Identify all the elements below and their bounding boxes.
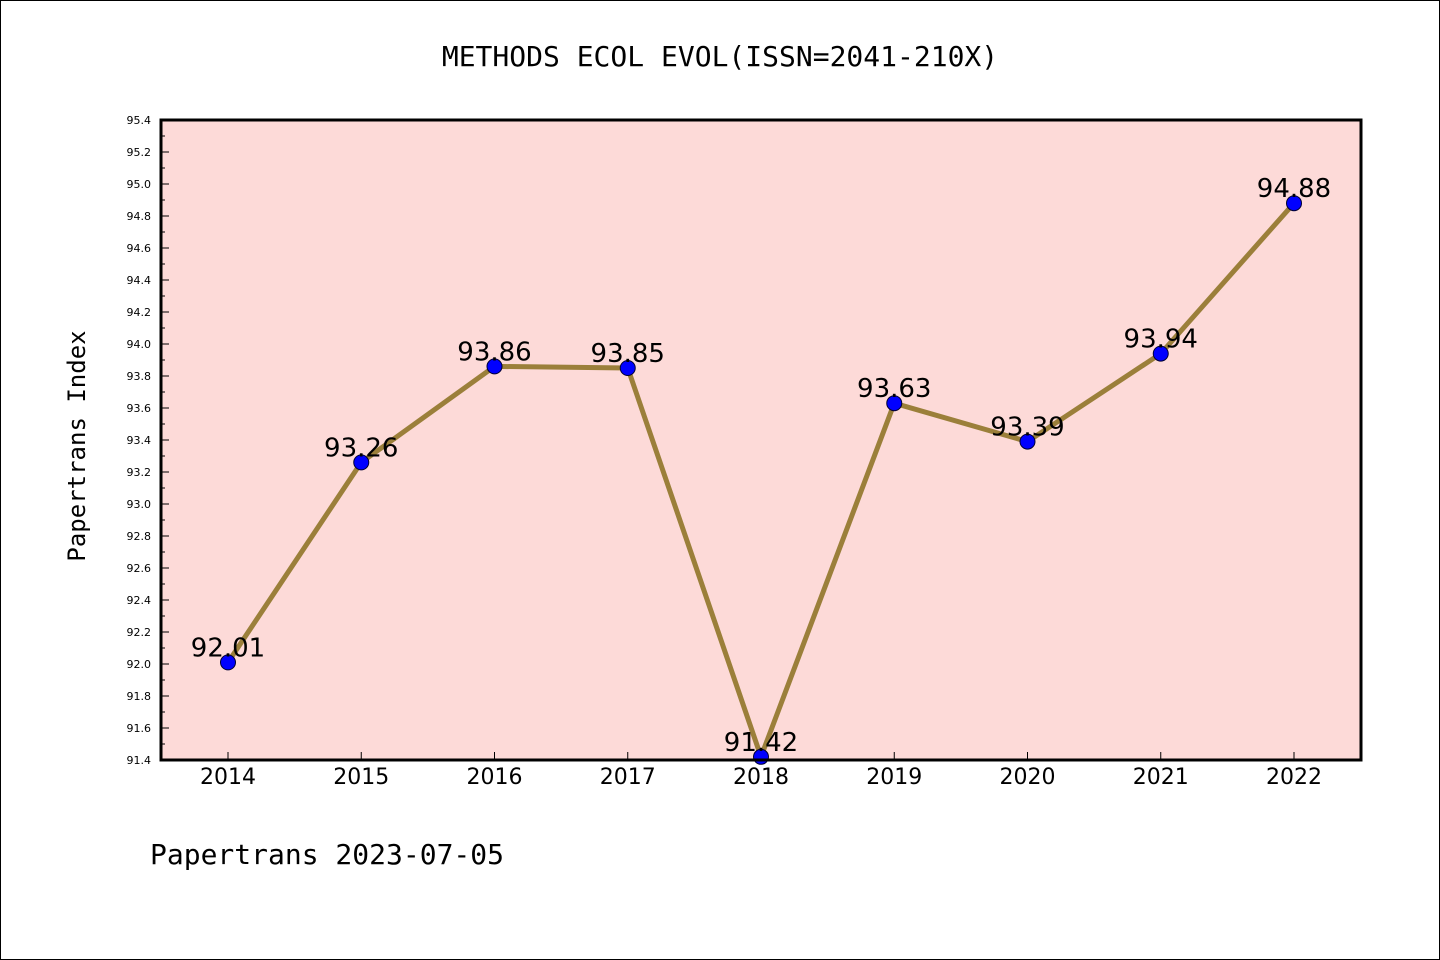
y-tick-label: 95.2 bbox=[127, 146, 152, 159]
data-label: 93.26 bbox=[324, 433, 398, 463]
y-tick-label: 93.0 bbox=[127, 498, 152, 511]
data-point bbox=[1019, 433, 1036, 450]
y-tick-label: 92.2 bbox=[127, 626, 152, 639]
x-tick-label: 2022 bbox=[1266, 765, 1322, 790]
data-point bbox=[1286, 195, 1302, 212]
data-label: 93.39 bbox=[990, 413, 1064, 443]
y-tick-label: 94.4 bbox=[127, 274, 152, 287]
data-point bbox=[619, 360, 636, 376]
y-tick-label: 95.0 bbox=[127, 178, 152, 191]
data-label: 91.42 bbox=[724, 728, 798, 758]
y-tick-label: 91.8 bbox=[127, 690, 152, 703]
y-tick-label: 93.6 bbox=[127, 402, 152, 415]
y-tick-label: 93.8 bbox=[127, 370, 152, 383]
y-tick-label: 94.0 bbox=[127, 338, 152, 351]
y-tick-label: 94.2 bbox=[127, 306, 152, 319]
data-label: 93.94 bbox=[1124, 325, 1198, 355]
data-label: 93.63 bbox=[857, 374, 931, 404]
plot-area bbox=[161, 120, 1361, 760]
x-tick-label: 2021 bbox=[1133, 765, 1189, 790]
plot-border bbox=[159, 118, 1363, 762]
x-tick-label: 2019 bbox=[866, 765, 922, 790]
x-tick-label: 2018 bbox=[733, 765, 789, 790]
x-tick-label: 2015 bbox=[333, 765, 389, 790]
data-label: 94.88 bbox=[1257, 174, 1331, 204]
data-point bbox=[486, 358, 503, 375]
y-tick-label: 92.4 bbox=[127, 594, 152, 607]
data-point bbox=[1152, 345, 1169, 362]
y-tick-label: 95.4 bbox=[127, 114, 152, 127]
y-tick-label: 91.4 bbox=[127, 754, 152, 767]
x-axis: 2014 2015 2016 2017 2018 2019 2020 2021 2022 bbox=[200, 752, 1322, 790]
data-label: 93.85 bbox=[591, 339, 665, 369]
y-axis: 91.4 91.6 91.8 92.0 92.2 92.4 92.6 92.8 93.0 93.2… bbox=[127, 114, 169, 767]
data-label: 92.01 bbox=[191, 633, 265, 663]
data-labels: 92.01 93.26 93.86 93.85 91.42 93.63 93.39 93.94… bbox=[191, 174, 1331, 758]
x-tick-label: 2020 bbox=[1000, 765, 1056, 790]
y-tick-label: 93.2 bbox=[127, 466, 152, 479]
data-point bbox=[220, 654, 236, 671]
y-tick-label: 91.6 bbox=[127, 722, 152, 735]
y-tick-label: 93.4 bbox=[127, 434, 152, 447]
y-tick-label: 92.8 bbox=[127, 530, 152, 543]
data-point bbox=[353, 454, 370, 471]
chart-title: METHODS ECOL EVOL(ISSN=2041-210X) bbox=[442, 40, 998, 73]
y-axis-label: Papertrans Index bbox=[63, 330, 91, 561]
x-tick-label: 2017 bbox=[600, 765, 656, 790]
data-label: 93.86 bbox=[457, 337, 531, 367]
x-tick-label: 2014 bbox=[200, 765, 256, 790]
y-tick-label: 92.0 bbox=[127, 658, 152, 671]
y-tick-label: 94.8 bbox=[127, 210, 152, 223]
footer-text: Papertrans 2023-07-05 bbox=[150, 838, 504, 871]
y-tick-label: 94.6 bbox=[127, 242, 152, 255]
x-tick-label: 2016 bbox=[467, 765, 523, 790]
data-point bbox=[886, 395, 903, 412]
series-line-group bbox=[220, 195, 1302, 765]
y-tick-label: 92.6 bbox=[127, 562, 152, 575]
